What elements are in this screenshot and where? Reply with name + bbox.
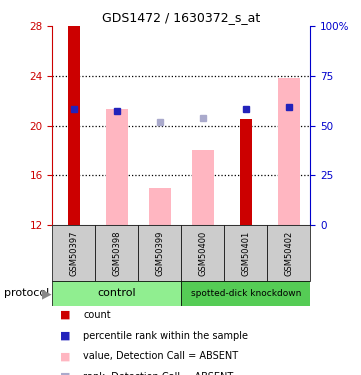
Text: ■: ■ <box>60 331 70 340</box>
Text: control: control <box>97 288 136 298</box>
Bar <box>95 225 138 281</box>
Bar <box>106 110 128 225</box>
Bar <box>240 119 252 225</box>
Text: protocol: protocol <box>4 288 49 298</box>
Bar <box>138 225 181 281</box>
Text: GSM50402: GSM50402 <box>284 231 293 276</box>
Title: GDS1472 / 1630372_s_at: GDS1472 / 1630372_s_at <box>102 11 261 24</box>
Text: ■: ■ <box>60 310 70 320</box>
Bar <box>52 225 95 281</box>
Text: spotted-dick knockdown: spotted-dick knockdown <box>191 289 301 298</box>
Text: count: count <box>83 310 111 320</box>
Text: ▶: ▶ <box>42 287 51 300</box>
Bar <box>68 26 80 225</box>
Text: rank, Detection Call = ABSENT: rank, Detection Call = ABSENT <box>83 372 233 375</box>
Bar <box>181 281 310 306</box>
Bar <box>149 188 171 225</box>
Bar <box>181 225 225 281</box>
Text: ■: ■ <box>60 351 70 361</box>
Text: GSM50397: GSM50397 <box>69 230 78 276</box>
Text: percentile rank within the sample: percentile rank within the sample <box>83 331 248 340</box>
Bar <box>225 225 268 281</box>
Bar <box>278 78 300 225</box>
Bar <box>268 225 310 281</box>
Text: value, Detection Call = ABSENT: value, Detection Call = ABSENT <box>83 351 238 361</box>
Text: GSM50399: GSM50399 <box>155 230 164 276</box>
Text: ■: ■ <box>60 372 70 375</box>
Text: GSM50400: GSM50400 <box>199 231 208 276</box>
Bar <box>52 281 182 306</box>
Text: GSM50401: GSM50401 <box>242 231 251 276</box>
Bar <box>192 150 214 225</box>
Text: GSM50398: GSM50398 <box>112 230 121 276</box>
